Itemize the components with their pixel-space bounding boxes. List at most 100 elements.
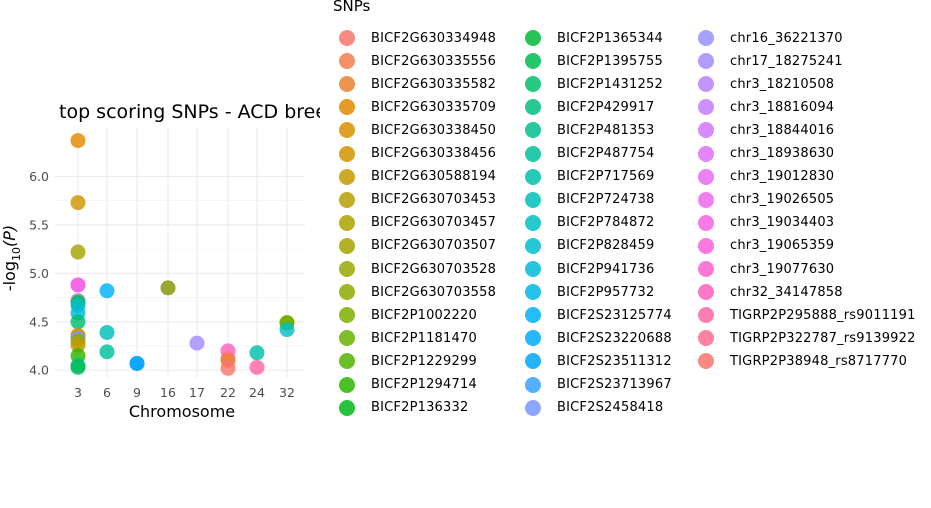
- legend-label: BICF2G630338450: [371, 122, 497, 138]
- legend-label: BICF2P1181470: [371, 330, 477, 346]
- data-point: [220, 360, 236, 376]
- legend-item: BICF2G630588194: [333, 167, 496, 187]
- legend-label: BICF2P1002220: [371, 307, 477, 323]
- legend-item: BICF2G630703507: [333, 236, 496, 256]
- legend-label: BICF2G630703558: [371, 284, 497, 300]
- legend-key: [698, 284, 714, 301]
- legend-label: BICF2P957732: [557, 284, 655, 300]
- legend-item: BICF2S23713967: [519, 375, 672, 395]
- legend-item: BICF2P1181470: [333, 328, 477, 348]
- x-tick-label: 17: [189, 385, 205, 400]
- y-axis-title: -log10(P): [0, 225, 23, 291]
- data-point: [249, 345, 265, 361]
- legend-key: [525, 330, 541, 347]
- legend-item: BICF2P481353: [519, 120, 654, 140]
- legend-item: chr16_36221370: [692, 28, 843, 48]
- y-axis-ticks: 4.0 4.5 5.0 5.5 6.0: [29, 169, 49, 378]
- legend-label: TIGRP2P322787_rs9139922: [730, 330, 916, 346]
- legend-label: chr3_19034403: [730, 215, 835, 231]
- legend-item: TIGRP2P322787_rs9139922: [692, 328, 916, 348]
- legend-item: BICF2P784872: [519, 213, 654, 233]
- legend-label: chr3_18844016: [730, 122, 835, 138]
- legend-key: [339, 353, 355, 370]
- legend-label: BICF2P136332: [371, 400, 469, 416]
- legend-label: BICF2P828459: [557, 238, 655, 254]
- legend-item: BICF2S23220688: [519, 328, 672, 348]
- legend-label: chr32_34147858: [730, 284, 843, 300]
- legend-key: [525, 399, 541, 416]
- legend-label: chr16_36221370: [730, 30, 843, 46]
- legend-item: BICF2G630335582: [333, 74, 496, 94]
- legend-key: [339, 99, 355, 116]
- data-point: [99, 344, 115, 360]
- legend-key: [698, 353, 714, 370]
- legend-label: BICF2P941736: [557, 261, 655, 277]
- legend-label: BICF2S23220688: [557, 330, 672, 346]
- data-point: [70, 244, 86, 260]
- legend-label: BICF2G630334948: [371, 30, 497, 46]
- y-tick-label: 5.5: [29, 217, 49, 232]
- legend-key: [339, 145, 355, 162]
- legend-key: [525, 307, 541, 324]
- legend-title: SNPs: [333, 0, 371, 15]
- legend-key: [525, 168, 541, 185]
- legend-key: [339, 330, 355, 347]
- legend-item: BICF2P1431252: [519, 74, 663, 94]
- legend-item: BICF2G630335556: [333, 51, 496, 71]
- legend-item: chr3_19026505: [692, 190, 834, 210]
- legend-key: [698, 76, 714, 93]
- data-point: [70, 277, 86, 293]
- x-axis-ticks: 3 6 9 16 17 22 24 32: [74, 385, 295, 400]
- legend-label: BICF2G630703507: [371, 238, 497, 254]
- x-tick-label: 16: [160, 385, 176, 400]
- legend-item: TIGRP2P295888_rs9011191: [692, 305, 916, 325]
- x-tick-label: 22: [220, 385, 236, 400]
- legend-key: [698, 261, 714, 277]
- legend-item: BICF2P941736: [519, 259, 654, 279]
- data-point: [70, 359, 86, 375]
- legend-item: BICF2S23511312: [519, 351, 672, 371]
- y-axis-title-sub: 10: [10, 247, 23, 261]
- legend-label: BICF2P481353: [557, 122, 655, 138]
- legend-label: BICF2S23713967: [557, 377, 672, 392]
- legend-item: chr17_18275241: [692, 51, 843, 71]
- legend-key: [525, 237, 541, 254]
- y-tick-label: 5.0: [29, 266, 49, 281]
- data-points: [70, 133, 295, 376]
- data-point: [70, 133, 86, 149]
- legend-key: [698, 99, 714, 116]
- legend-item: chr3_18938630: [692, 144, 834, 164]
- legend-label: BICF2P784872: [557, 215, 655, 231]
- legend-label: chr3_19012830: [730, 169, 835, 185]
- data-point: [249, 359, 265, 375]
- legend-item: BICF2P1395755: [519, 51, 663, 71]
- legend-label: chr3_19026505: [730, 192, 835, 208]
- legend-item: BICF2P1294714: [333, 375, 477, 395]
- legend-key: [698, 191, 714, 208]
- legend-key: [698, 214, 714, 231]
- legend-key: [525, 284, 541, 301]
- legend-key: [339, 237, 355, 254]
- x-tick-label: 9: [133, 385, 141, 400]
- legend-label: BICF2P1365344: [557, 30, 663, 46]
- legend-key: [698, 330, 714, 347]
- legend-key: [525, 122, 541, 139]
- legend-key: [525, 145, 541, 162]
- legend-item: BICF2G630335709: [333, 97, 496, 117]
- legend-label: BICF2G630335709: [371, 99, 497, 115]
- legend-key: [525, 376, 541, 393]
- legend-item: BICF2G630334948: [333, 28, 496, 48]
- legend-key: [339, 53, 355, 70]
- legend-label: chr3_18938630: [730, 146, 835, 161]
- legend-item: BICF2P1229299: [333, 351, 477, 371]
- legend-item: BICF2P136332: [333, 398, 468, 418]
- legend-label: BICF2S23125774: [557, 307, 672, 323]
- legend-key: [339, 284, 355, 301]
- legend-key: [339, 399, 355, 416]
- legend-key: [698, 237, 714, 254]
- legend-key: [339, 376, 355, 393]
- scatter-plot: top scoring SNPs - ACD breed filtered 4.…: [0, 101, 320, 421]
- legend-item: BICF2S23125774: [519, 305, 672, 325]
- legend-item: BICF2G630338450: [333, 120, 496, 140]
- legend-label: TIGRP2P295888_rs9011191: [730, 307, 916, 323]
